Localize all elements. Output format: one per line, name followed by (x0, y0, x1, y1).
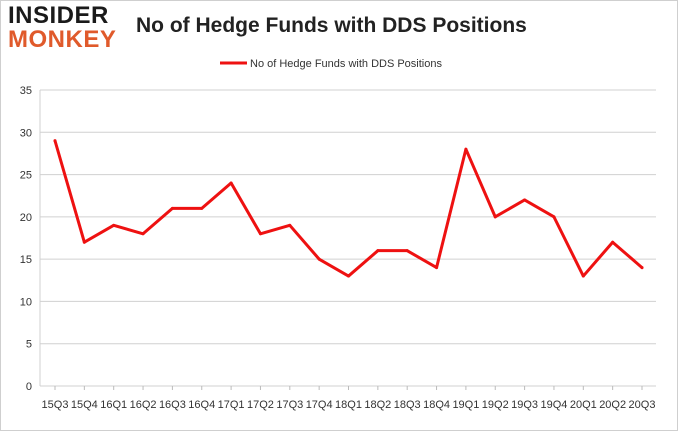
x-tick-label: 16Q4 (188, 399, 215, 411)
y-tick-label: 25 (20, 170, 32, 182)
x-tick-label: 18Q2 (364, 399, 391, 411)
x-tick-label: 16Q2 (130, 399, 157, 411)
legend-label: No of Hedge Funds with DDS Positions (250, 58, 442, 70)
y-tick-label: 15 (20, 254, 32, 266)
x-tick-label: 19Q2 (482, 399, 509, 411)
logo-monkey-text: MONKEY (8, 26, 117, 53)
y-tick-label: 5 (26, 339, 32, 351)
data-point (53, 139, 57, 143)
y-tick-label: 10 (20, 296, 32, 308)
data-point (523, 198, 527, 202)
x-tick-label: 17Q2 (247, 399, 274, 411)
y-tick-label: 35 (20, 85, 32, 97)
x-tick-label: 19Q4 (540, 399, 567, 411)
x-tick-label: 16Q3 (159, 399, 186, 411)
x-tick-label: 18Q4 (423, 399, 450, 411)
series-line (53, 139, 644, 278)
data-point (170, 206, 174, 210)
data-point (376, 249, 380, 253)
logo-insider-text: INSIDER (8, 2, 109, 29)
data-point (640, 266, 644, 270)
data-point (141, 232, 145, 236)
data-point (347, 274, 350, 278)
y-tick-label: 30 (20, 127, 32, 139)
x-tick-label: 15Q3 (42, 399, 69, 411)
data-point (435, 266, 439, 270)
data-point (581, 274, 585, 278)
x-tick-label: 18Q1 (335, 399, 362, 411)
data-point (229, 181, 233, 185)
data-point (464, 147, 468, 151)
x-tick-label: 17Q3 (276, 399, 303, 411)
data-point (405, 249, 409, 253)
data-point (317, 257, 321, 261)
y-tick-label: 0 (26, 381, 32, 393)
data-point (82, 240, 86, 244)
data-point (288, 223, 292, 227)
x-tick-label: 20Q1 (570, 399, 597, 411)
data-point (112, 223, 116, 227)
x-tick-label: 16Q1 (100, 399, 127, 411)
y-tick-label: 20 (20, 212, 32, 224)
chart-title: No of Hedge Funds with DDS Positions (136, 14, 527, 37)
data-point (552, 215, 556, 219)
x-tick-label: 17Q1 (218, 399, 245, 411)
x-tick-label: 19Q3 (511, 399, 538, 411)
x-tick-label: 17Q4 (306, 399, 333, 411)
x-tick-label: 20Q2 (599, 399, 626, 411)
x-tick-label: 19Q1 (452, 399, 479, 411)
data-point (200, 206, 204, 210)
data-point (611, 240, 615, 244)
data-point (258, 232, 262, 236)
data-point (493, 215, 497, 219)
x-tick-label: 20Q3 (629, 399, 656, 411)
insider-monkey-logo: INSIDER MONKEY (8, 4, 126, 56)
x-tick-label: 15Q4 (71, 399, 98, 411)
x-tick-label: 18Q3 (394, 399, 421, 411)
